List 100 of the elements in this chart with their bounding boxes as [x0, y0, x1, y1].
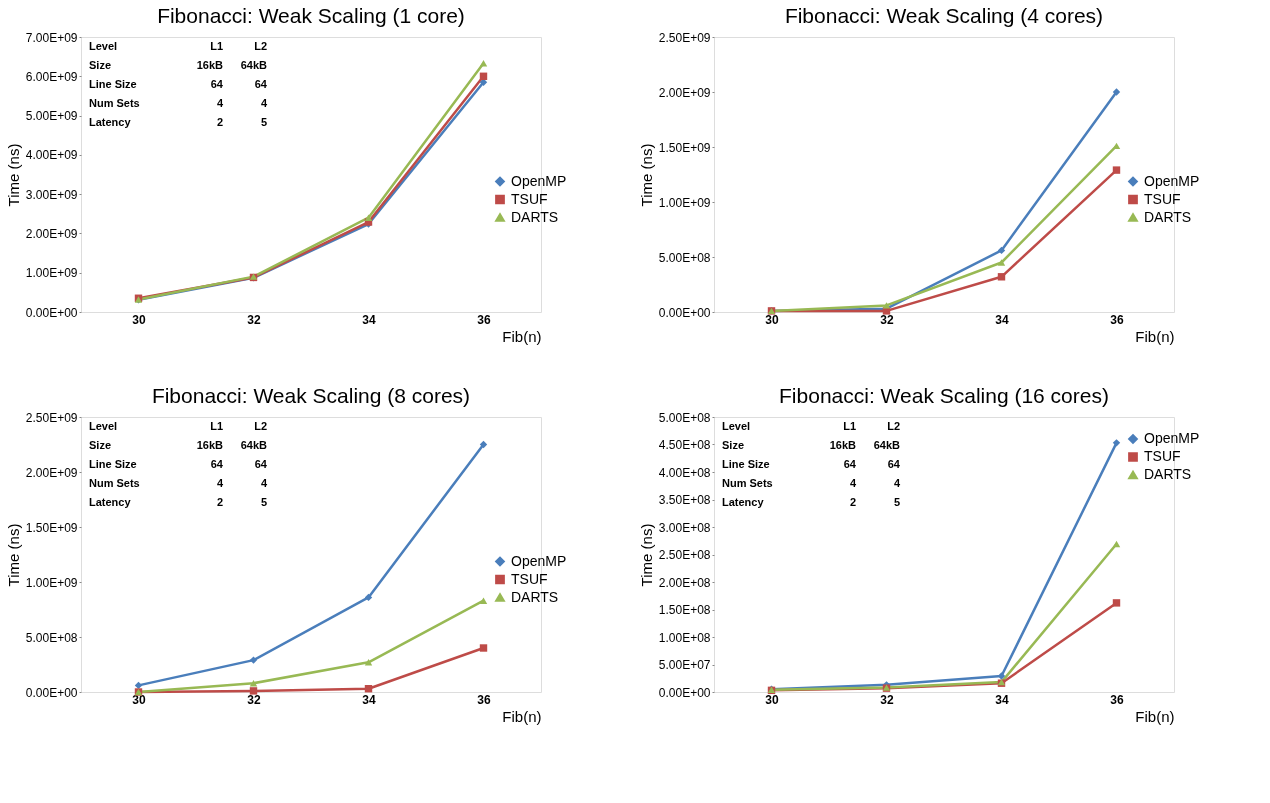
annotation: 16kB [196, 439, 224, 451]
y-axis-title: Time (ns) [4, 143, 22, 207]
y-tick-label: 1.00E+09 [25, 575, 78, 590]
annotation: Latency [89, 116, 132, 128]
y-tick-label: 2.50E+08 [658, 548, 711, 562]
legend-label: DARTS [1144, 208, 1192, 225]
x-tick-label: 36 [477, 312, 491, 327]
annotation: L2 [887, 420, 900, 432]
y-tick-label: 3.50E+08 [658, 493, 711, 507]
x-axis-title: Fib(n) [1135, 327, 1175, 345]
annotation: 64kB [240, 59, 268, 71]
y-tick-label: 1.00E+08 [658, 630, 711, 645]
x-tick-label: 34 [362, 692, 376, 707]
y-tick-label: 5.00E+09 [25, 109, 78, 124]
y-tick-label: 1.50E+09 [25, 520, 78, 535]
chart-title: Fibonacci: Weak Scaling (16 cores) [779, 384, 1109, 407]
y-tick-label: 3.00E+08 [658, 520, 711, 535]
y-axis-title: Time (ns) [637, 523, 655, 587]
x-axis-title: Fib(n) [502, 707, 542, 725]
annotation: 4 [260, 97, 268, 109]
annotation: 2 [216, 496, 223, 508]
annotation: Level [722, 420, 751, 432]
annotation: L1 [210, 420, 223, 432]
annotation: Size [89, 59, 112, 71]
annotation: Line Size [89, 78, 137, 90]
y-tick-label: 0.00E+00 [658, 305, 711, 320]
annotation: 2 [849, 496, 856, 508]
annotation: Num Sets [722, 477, 773, 489]
x-tick-label: 30 [132, 312, 146, 327]
x-tick-label: 32 [247, 692, 261, 707]
y-tick-label: 7.00E+09 [25, 30, 78, 45]
chart-title: Fibonacci: Weak Scaling (4 cores) [784, 4, 1104, 27]
y-tick-label: 1.50E+09 [658, 140, 711, 155]
x-tick-label: 32 [880, 312, 894, 327]
y-tick-label: 3.00E+09 [25, 187, 78, 202]
y-axis-title: Time (ns) [637, 143, 655, 207]
annotation: 64 [887, 458, 901, 470]
y-tick-label: 5.00E+07 [658, 658, 711, 672]
y-tick-label: 2.50E+09 [658, 30, 711, 45]
y-tick-label: 2.50E+09 [25, 410, 78, 425]
legend-label: TSUF [1144, 190, 1181, 207]
y-tick-label: 4.50E+08 [658, 438, 711, 452]
legend-label: TSUF [511, 190, 548, 207]
y-tick-label: 2.00E+09 [658, 85, 711, 100]
y-tick-label: 2.00E+09 [25, 226, 78, 241]
legend-label: DARTS [511, 208, 559, 225]
x-tick-label: 34 [362, 312, 376, 327]
legend-label: DARTS [1144, 466, 1192, 482]
x-tick-label: 36 [1110, 692, 1124, 707]
x-tick-label: 34 [995, 692, 1009, 707]
x-tick-label: 32 [247, 312, 261, 327]
legend-label: OpenMP [1144, 430, 1200, 446]
y-tick-label: 1.00E+09 [25, 266, 78, 281]
annotation: Level [89, 420, 118, 432]
annotation: 64 [210, 78, 224, 90]
annotation: Num Sets [89, 97, 140, 109]
annotation: 64kB [873, 439, 901, 451]
y-tick-label: 2.00E+09 [25, 465, 78, 480]
annotation: Latency [89, 496, 132, 508]
annotation: 64kB [240, 439, 268, 451]
legend-label: OpenMP [511, 172, 567, 189]
annotation: L1 [210, 40, 223, 52]
y-tick-label: 6.00E+09 [25, 69, 78, 84]
y-tick-label: 5.00E+08 [25, 630, 78, 645]
legend-label: DARTS [511, 588, 559, 605]
x-tick-label: 30 [132, 692, 146, 707]
annotation: 5 [260, 116, 267, 128]
legend-label: TSUF [1144, 448, 1181, 464]
y-tick-label: 4.00E+09 [25, 148, 78, 163]
y-tick-label: 4.00E+08 [658, 465, 711, 480]
y-tick-label: 2.00E+08 [658, 575, 711, 590]
annotation: 64 [843, 458, 857, 470]
annotation: Num Sets [89, 477, 140, 489]
y-tick-label: 0.00E+00 [25, 305, 78, 320]
annotation: Size [89, 439, 112, 451]
annotation: 4 [216, 97, 224, 109]
annotation: Line Size [89, 458, 137, 470]
annotation: 16kB [829, 439, 857, 451]
annotation: 4 [893, 477, 901, 489]
y-tick-label: 1.50E+08 [658, 603, 711, 617]
annotation: L2 [254, 420, 267, 432]
legend-label: OpenMP [511, 552, 567, 569]
annotation: Level [89, 40, 118, 52]
annotation: L2 [254, 40, 267, 52]
annotation: 64 [210, 458, 224, 470]
x-tick-label: 32 [880, 692, 894, 707]
y-tick-label: 0.00E+00 [658, 685, 711, 700]
annotation: 16kB [196, 59, 224, 71]
x-axis-title: Fib(n) [1135, 707, 1175, 725]
chart-title: Fibonacci: Weak Scaling (1 core) [157, 4, 465, 27]
legend-label: TSUF [511, 570, 548, 587]
x-tick-label: 36 [1110, 312, 1124, 327]
y-tick-label: 1.00E+09 [658, 195, 711, 210]
y-axis-title: Time (ns) [4, 523, 22, 587]
y-tick-label: 5.00E+08 [658, 250, 711, 265]
x-tick-label: 30 [765, 312, 779, 327]
annotation: 2 [216, 116, 223, 128]
annotation: Line Size [722, 458, 770, 470]
annotation: 64 [254, 458, 268, 470]
x-tick-label: 34 [995, 312, 1009, 327]
